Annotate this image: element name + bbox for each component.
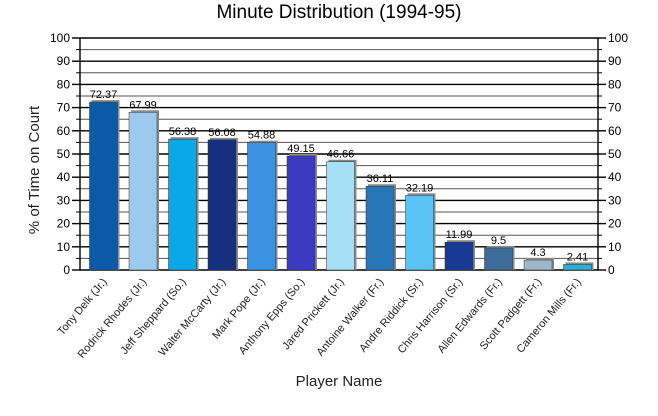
y-tick-label-left: 90 <box>57 54 71 68</box>
bar <box>89 101 118 271</box>
y-axis-label: % of Time on Court <box>26 105 43 234</box>
value-label: 72.37 <box>90 89 118 101</box>
value-label: 36.11 <box>367 173 394 185</box>
y-tick-label-right: 90 <box>608 54 622 68</box>
value-label: 56.08 <box>208 127 236 139</box>
y-tick-label-right: 20 <box>608 217 622 231</box>
value-label: 49.15 <box>287 143 315 155</box>
y-tick-label-right: 10 <box>608 240 622 254</box>
bar <box>207 139 237 271</box>
value-label: 56.38 <box>169 126 197 138</box>
bar <box>563 264 592 271</box>
value-label: 32.19 <box>406 182 434 194</box>
value-label: 2.41 <box>567 251 588 263</box>
category-label: Rodrick Rhodes (Jr.) <box>76 276 150 361</box>
y-tick-label-left: 50 <box>57 147 71 161</box>
value-label: 9.5 <box>491 235 506 247</box>
y-tick-label-left: 70 <box>57 101 71 115</box>
value-labels: 72.37 67.99 56.38 56.08 54.88 49.15 46.66 36.11… <box>90 89 588 263</box>
y-tick-label-right: 30 <box>608 193 622 207</box>
y-tick-label-right: 70 <box>608 101 622 115</box>
bar <box>326 161 355 271</box>
bar <box>444 241 474 271</box>
bar <box>168 138 197 271</box>
y-tick-label-right: 60 <box>608 124 622 138</box>
y-tick-label-left: 100 <box>50 31 70 45</box>
y-tick-label-right: 0 <box>608 263 615 277</box>
bar <box>365 185 395 271</box>
y-tick-label-right: 40 <box>608 170 622 184</box>
bar <box>128 112 158 271</box>
value-label: 54.88 <box>248 130 276 142</box>
bar <box>484 247 513 271</box>
bar <box>286 155 316 271</box>
right-y-axis: 0 10 20 30 40 50 60 70 80 90 100 <box>597 31 628 277</box>
bar <box>247 142 276 271</box>
bar <box>523 259 553 271</box>
y-tick-label-left: 80 <box>57 77 71 91</box>
x-axis-label: Player Name <box>296 373 383 390</box>
y-tick-label-left: 10 <box>57 240 71 254</box>
value-label: 67.99 <box>129 99 157 111</box>
bars <box>89 100 594 271</box>
y-tick-label-right: 50 <box>608 147 622 161</box>
chart-title: Minute Distribution (1994-95) <box>216 2 461 23</box>
category-label: Walter McCarty (Jr.) <box>157 276 229 358</box>
y-tick-label-left: 30 <box>57 193 71 207</box>
left-y-axis: 0 10 20 30 40 50 60 70 80 90 100 <box>50 31 81 277</box>
y-tick-label-left: 40 <box>57 170 71 184</box>
category-label: Antoine Walker (Fr.) <box>314 276 386 358</box>
y-tick-label-right: 100 <box>608 31 628 45</box>
value-label: 11.99 <box>446 229 473 241</box>
value-label: 4.3 <box>530 247 545 259</box>
y-tick-label-right: 80 <box>608 77 622 91</box>
y-tick-label-left: 0 <box>63 263 70 277</box>
value-label: 46.66 <box>327 149 355 161</box>
bar <box>405 195 434 271</box>
y-tick-label-left: 20 <box>57 217 71 231</box>
y-tick-label-left: 60 <box>57 124 71 138</box>
category-labels: Tony Delk (Jr.)Rodrick Rhodes (Jr.)Jeff … <box>55 276 583 361</box>
